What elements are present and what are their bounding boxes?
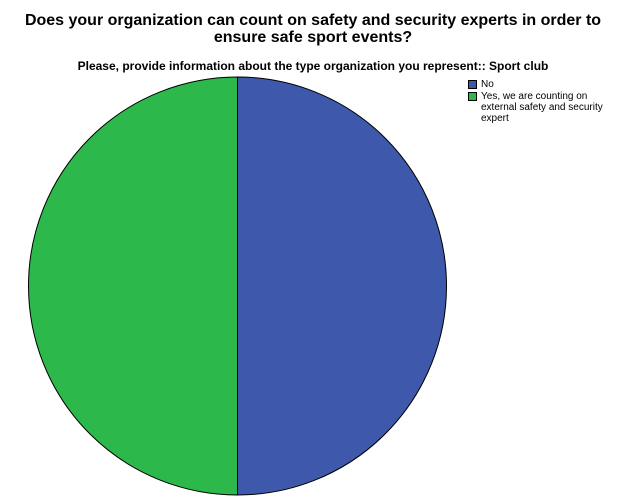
legend-label-yes: Yes, we are counting on external safety … (481, 91, 603, 124)
legend-swatch-no (468, 80, 477, 89)
legend-item-yes: Yes, we are counting on external safety … (468, 91, 624, 124)
pie-slice-yes (28, 76, 238, 496)
chart-subtitle: Please, provide information about the ty… (77, 59, 549, 73)
pie-slice-no (237, 76, 447, 496)
legend-label-no: No (481, 79, 494, 90)
legend-item-no: No (468, 79, 624, 90)
legend-swatch-yes (468, 92, 477, 101)
legend: No Yes, we are counting on external safe… (468, 79, 624, 125)
chart-title: Does your organization can count on safe… (24, 12, 602, 46)
